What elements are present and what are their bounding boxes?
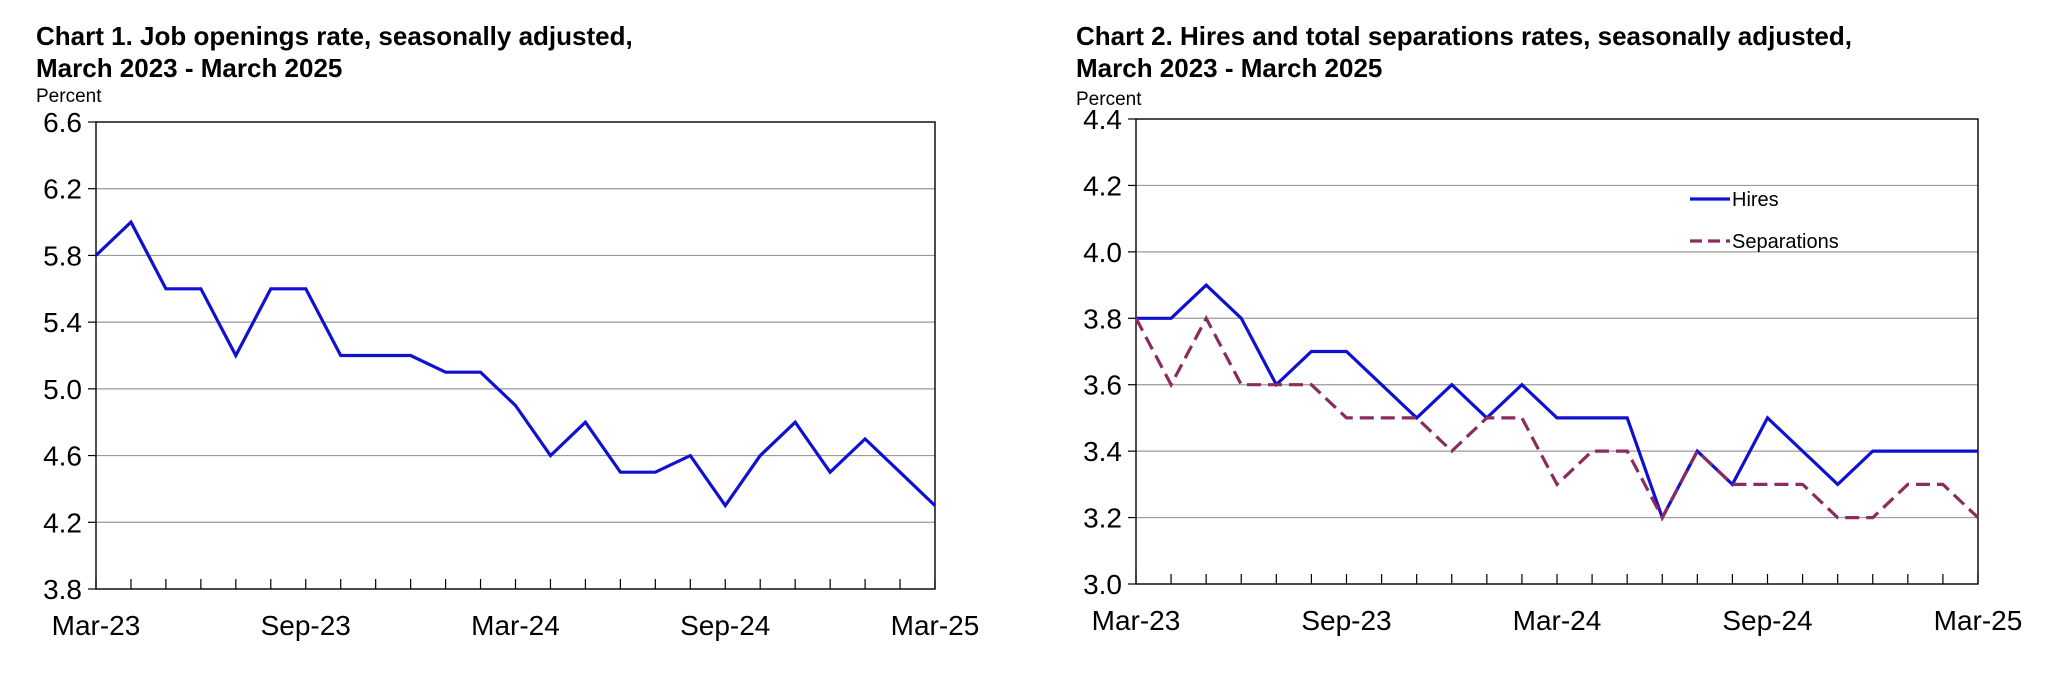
y-tick-label: 6.2 — [43, 174, 82, 205]
chart-title-line1: Chart 1. Job openings rate, seasonally a… — [36, 21, 633, 51]
y-tick-label: 5.0 — [43, 374, 82, 405]
x-tick-label: Sep-24 — [1722, 605, 1812, 636]
series-line-separations — [1134, 314, 1980, 522]
x-tick-label: Sep-23 — [1301, 605, 1391, 636]
y-tick-label: 5.4 — [43, 307, 82, 338]
y-tick-label: 3.4 — [1083, 436, 1122, 467]
legend-label: Hires — [1732, 189, 1779, 211]
x-tick-label: Mar-25 — [1934, 605, 2023, 636]
x-tick-label: Mar-23 — [52, 610, 141, 641]
y-tick-label: 4.6 — [43, 441, 82, 472]
chart-title: Chart 1. Job openings rate, seasonally a… — [36, 20, 633, 84]
x-tick-label: Mar-24 — [471, 610, 560, 641]
y-tick-label: 3.8 — [1083, 303, 1122, 334]
y-axis-unit-label: Percent — [1076, 89, 1142, 110]
plot-frame — [1135, 118, 1979, 585]
x-tick-label: Mar-23 — [1092, 605, 1181, 636]
y-axis-unit-label: Percent — [36, 86, 102, 107]
y-tick-label: 3.6 — [1083, 370, 1122, 401]
plot-frame — [95, 121, 936, 590]
chart-title-line1: Chart 2. Hires and total separations rat… — [1076, 21, 1852, 51]
series-line — [94, 219, 937, 509]
y-tick-label: 4.0 — [1083, 237, 1122, 268]
x-tick-label: Mar-25 — [891, 610, 980, 641]
y-tick-label: 3.8 — [43, 574, 82, 605]
chart-title-line2: March 2023 - March 2025 — [1076, 53, 1383, 83]
x-tick-label: Sep-23 — [261, 610, 351, 641]
x-tick-label: Sep-24 — [680, 610, 770, 641]
y-tick-label: 3.0 — [1083, 569, 1122, 600]
y-tick-label: 3.2 — [1083, 503, 1122, 534]
y-tick-label: 4.4 — [1083, 104, 1122, 135]
chart-job-openings: Chart 1. Job openings rate, seasonally a… — [0, 0, 1020, 675]
chart-plot-area: 4.4 4.2 4.0 3.8 3.6 3.4 3.2 3.0 Mar-23 Sep-23 Mar-… — [1083, 104, 2023, 636]
chart-plot-area: 6.6 6.2 5.8 5.4 5.0 4.6 4.2 3.8 Mar-23 Sep-23 Mar-… — [43, 107, 980, 641]
y-tick-label: 6.6 — [43, 107, 82, 138]
chart-title-line2: March 2023 - March 2025 — [36, 53, 343, 83]
y-tick-label: 5.8 — [43, 240, 82, 271]
x-tick-label: Mar-24 — [1513, 605, 1602, 636]
legend-label: Separations — [1732, 231, 1839, 253]
y-tick-label: 4.2 — [1083, 170, 1122, 201]
chart-hires-separations: Chart 2. Hires and total separations rat… — [1040, 0, 2045, 675]
y-tick-label: 4.2 — [43, 507, 82, 538]
chart-title: Chart 2. Hires and total separations rat… — [1076, 20, 1852, 84]
